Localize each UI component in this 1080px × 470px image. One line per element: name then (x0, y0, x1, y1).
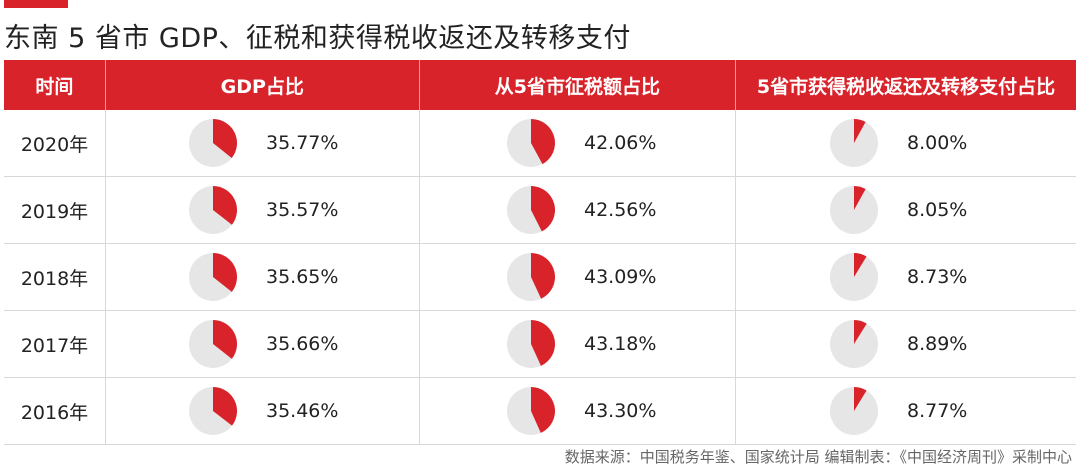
tax-share-cell: 42.06% (419, 110, 735, 176)
transfer-share-value: 8.73% (907, 266, 968, 288)
gdp-share-value: 35.77% (266, 132, 339, 154)
pie-slice (854, 119, 866, 143)
tax-share-value: 42.06% (584, 132, 657, 154)
transfer-share-pie (830, 186, 878, 234)
gdp-share-cell: 35.46% (105, 378, 419, 444)
pie-slice (531, 320, 555, 366)
pie-slice (531, 387, 555, 433)
tax-share-pie (507, 119, 555, 167)
pie-slice (854, 186, 866, 210)
year-label: 2017年 (20, 334, 89, 357)
transfer-share-pie (830, 387, 878, 435)
gdp-share-pie (189, 186, 237, 234)
header-transfer-share: 5省市获得税收返还及转移支付占比 (734, 60, 1076, 110)
transfer-share-cell: 8.73% (735, 244, 1076, 310)
tax-share-cell: 42.56% (419, 177, 735, 243)
transfer-share-cell: 8.05% (735, 177, 1076, 243)
chart-title: 东南 5 省市 GDP、征税和获得税收返还及转移支付 (4, 23, 631, 54)
pie-slice (531, 253, 555, 299)
tax-share-value: 43.30% (584, 400, 657, 422)
pie-slice (854, 387, 867, 411)
pie-slice (213, 186, 237, 225)
tax-share-cell: 43.18% (419, 311, 735, 377)
table-row: 2017年 35.66% 43.18% 8.89% (4, 311, 1076, 378)
year-label: 2019年 (20, 200, 89, 223)
header-gdp-share: GDP占比 (104, 60, 419, 110)
table-row: 2019年 35.57% 42.56% 8.05% (4, 177, 1076, 244)
gdp-share-value: 35.57% (266, 199, 339, 221)
transfer-share-pie (830, 320, 878, 368)
year-label: 2018年 (20, 267, 89, 290)
pie-slice (854, 253, 867, 277)
gdp-share-pie (189, 387, 237, 435)
pie-slice (213, 119, 237, 159)
source-note: 数据来源：中国税务年鉴、国家统计局 编辑制表：《中国经济周刊》采制中心 (564, 448, 1072, 466)
transfer-share-cell: 8.77% (735, 378, 1076, 444)
header-tax-share: 从5省市征税额占比 (418, 60, 735, 110)
gdp-share-cell: 35.66% (105, 311, 419, 377)
pie-slice (213, 387, 237, 426)
transfer-share-value: 8.77% (907, 400, 968, 422)
pie-slice (213, 253, 237, 292)
gdp-share-cell: 35.65% (105, 244, 419, 310)
gdp-share-value: 35.65% (266, 266, 339, 288)
accent-bar (4, 0, 68, 8)
year-label: 2016年 (20, 401, 89, 424)
transfer-share-value: 8.00% (907, 132, 968, 154)
tax-share-value: 43.18% (584, 333, 657, 355)
data-table: 时间 GDP占比 从5省市征税额占比 5省市获得税收返还及转移支付占比 2020… (4, 60, 1076, 445)
table-row: 2018年 35.65% 43.09% 8.73% (4, 244, 1076, 311)
tax-share-cell: 43.30% (419, 378, 735, 444)
gdp-share-pie (189, 119, 237, 167)
year-label: 2020年 (20, 133, 89, 156)
gdp-share-pie (189, 253, 237, 301)
gdp-share-cell: 35.57% (105, 177, 419, 243)
transfer-share-pie (830, 119, 878, 167)
tax-share-pie (507, 253, 555, 301)
pie-slice (531, 119, 555, 165)
gdp-share-value: 35.46% (266, 400, 339, 422)
pie-slice (854, 320, 867, 344)
table-header: 时间 GDP占比 从5省市征税额占比 5省市获得税收返还及转移支付占比 (4, 60, 1076, 110)
transfer-share-value: 8.89% (907, 333, 968, 355)
gdp-share-pie (189, 320, 237, 368)
header-year: 时间 (35, 75, 74, 98)
tax-share-pie (507, 387, 555, 435)
transfer-share-pie (830, 253, 878, 301)
transfer-share-cell: 8.89% (735, 311, 1076, 377)
pie-slice (531, 186, 556, 232)
table-row: 2020年 35.77% 42.06% 8.00% (4, 110, 1076, 177)
gdp-share-value: 35.66% (266, 333, 339, 355)
gdp-share-cell: 35.77% (105, 110, 419, 176)
transfer-share-cell: 8.00% (735, 110, 1076, 176)
tax-share-pie (507, 186, 556, 234)
tax-share-cell: 43.09% (419, 244, 735, 310)
table-row: 2016年 35.46% 43.30% 8.77% (4, 378, 1076, 445)
tax-share-pie (507, 320, 555, 368)
tax-share-value: 43.09% (584, 266, 657, 288)
tax-share-value: 42.56% (584, 199, 657, 221)
table-body: 2020年 35.77% 42.06% 8.00% 2019年 35.57% 42.56% 8… (4, 110, 1076, 445)
pie-slice (213, 320, 237, 359)
transfer-share-value: 8.05% (907, 199, 968, 221)
